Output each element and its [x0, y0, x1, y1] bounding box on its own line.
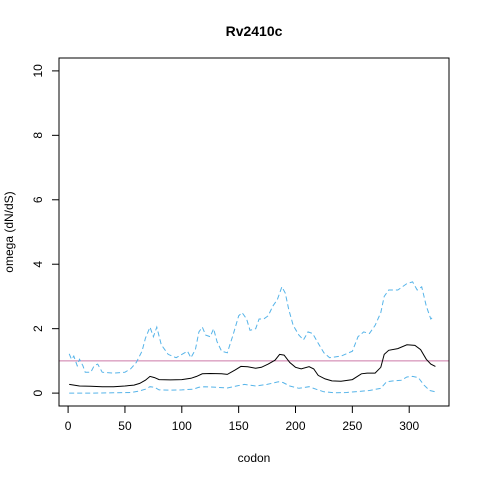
y-tick-label: 6: [31, 196, 45, 203]
y-tick-label: 4: [31, 261, 45, 268]
series-line-upper: [68, 281, 435, 374]
y-tick-label: 0: [31, 389, 45, 396]
x-tick-label: 300: [399, 419, 419, 433]
x-tick-label: 200: [285, 419, 305, 433]
plot-frame: [58, 57, 450, 407]
y-tick-label: 8: [31, 132, 45, 139]
plot-area: [59, 281, 449, 394]
x-tick-label: 150: [229, 419, 249, 433]
series-line-lower: [69, 375, 436, 394]
series-line-estimate: [69, 344, 436, 388]
y-tick-label: 10: [31, 64, 45, 78]
axes: 0 50 100 150 200 250 300 0 2 4 6 8 10: [31, 64, 420, 433]
y-axis-label: omega (dN/dS): [2, 191, 16, 272]
y-tick-label: 2: [31, 325, 45, 332]
x-tick-label: 100: [172, 419, 192, 433]
chart-title: Rv2410c: [226, 23, 283, 39]
x-tick-label: 50: [118, 419, 132, 433]
x-tick-label: 0: [65, 419, 72, 433]
x-tick-label: 250: [342, 419, 362, 433]
x-axis-label: codon: [238, 451, 271, 465]
